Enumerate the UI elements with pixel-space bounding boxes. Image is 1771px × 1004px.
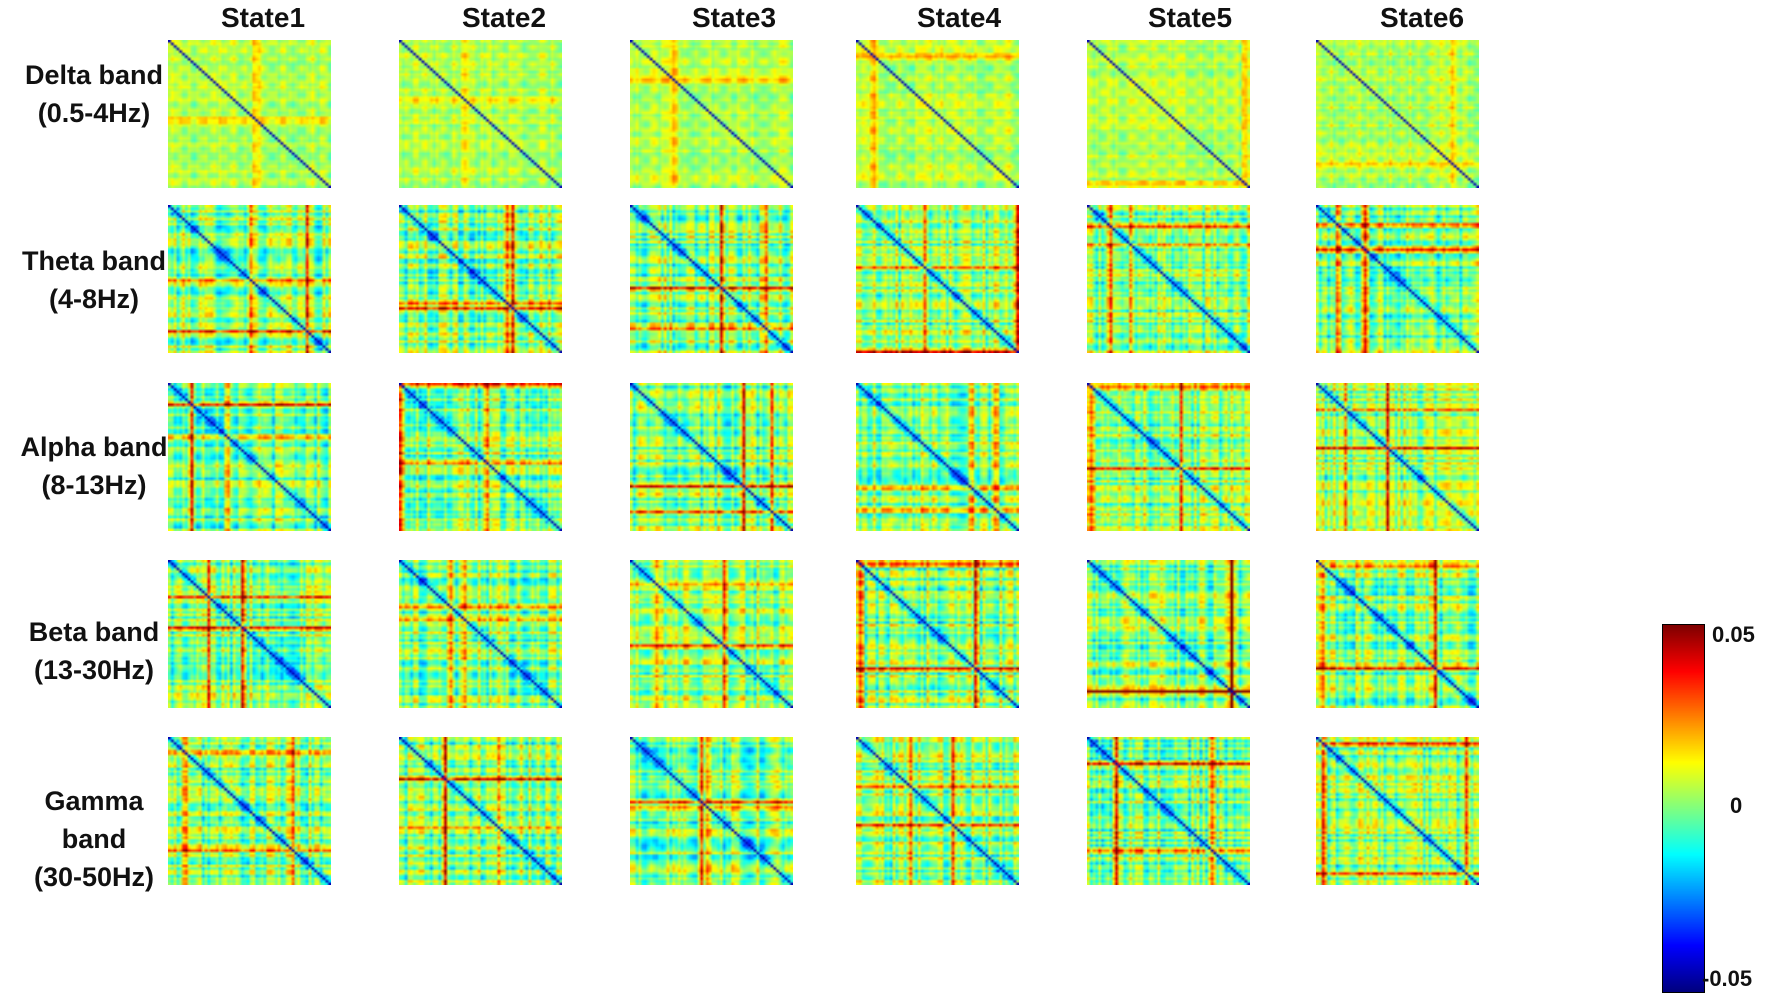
row-label-line: Theta band xyxy=(21,246,166,276)
heatmap-panel xyxy=(856,560,1019,708)
col-title-state1: State1 xyxy=(220,2,306,33)
col-title-state6: State6 xyxy=(1379,2,1465,33)
heatmap-panel xyxy=(1316,560,1479,708)
heatmap-panel xyxy=(630,560,793,708)
row-label-line: (0.5-4Hz) xyxy=(37,98,151,128)
heatmap-panel xyxy=(168,40,331,188)
heatmap-panel xyxy=(1316,40,1479,188)
heatmap-panel xyxy=(1087,40,1250,188)
row-label-line: Delta band xyxy=(24,60,164,90)
colorbar-tick-min: -0.05 xyxy=(1702,966,1753,991)
col-title-state4: State4 xyxy=(916,2,1002,33)
row-label-line: (30-50Hz) xyxy=(33,862,155,892)
heatmap-panel xyxy=(630,205,793,353)
heatmap-panel xyxy=(856,40,1019,188)
heatmap-panel xyxy=(856,205,1019,353)
heatmap-panel xyxy=(1316,205,1479,353)
row-label-gamma: Gamma band (30-50Hz) xyxy=(0,782,188,896)
heatmap-panel xyxy=(1087,383,1250,531)
row-label-line: band xyxy=(61,824,127,854)
heatmap-panel xyxy=(168,560,331,708)
row-label-line: Beta band xyxy=(28,617,160,647)
col-title-state3: State3 xyxy=(691,2,777,33)
row-label-line: Gamma xyxy=(44,786,144,816)
row-label-theta: Theta band (4-8Hz) xyxy=(0,242,188,318)
heatmap-panel xyxy=(399,205,562,353)
heatmap-panel xyxy=(856,737,1019,885)
col-title-state5: State5 xyxy=(1147,2,1233,33)
row-label-line: (4-8Hz) xyxy=(48,284,139,314)
heatmap-panel xyxy=(399,40,562,188)
heatmap-panel xyxy=(168,383,331,531)
row-label-delta: Delta band (0.5-4Hz) xyxy=(0,56,188,132)
heatmap-panel xyxy=(1087,560,1250,708)
row-label-line: Alpha band xyxy=(20,432,168,462)
heatmap-panel xyxy=(630,383,793,531)
row-label-alpha: Alpha band (8-13Hz) xyxy=(0,428,188,504)
heatmap-panel xyxy=(1087,205,1250,353)
heatmap-panel xyxy=(1316,737,1479,885)
heatmap-panel xyxy=(168,737,331,885)
heatmap-panel xyxy=(856,383,1019,531)
colorbar-gradient xyxy=(1663,625,1704,992)
colorbar-tick-zero: 0 xyxy=(1730,793,1743,818)
heatmap-panel xyxy=(630,737,793,885)
heatmap-panel xyxy=(1087,737,1250,885)
heatmap-panel xyxy=(630,40,793,188)
heatmap-panel xyxy=(399,383,562,531)
row-label-line: (8-13Hz) xyxy=(41,470,147,500)
heatmap-panel xyxy=(399,560,562,708)
row-label-line: (13-30Hz) xyxy=(33,655,155,685)
heatmap-panel xyxy=(168,205,331,353)
colorbar xyxy=(1662,624,1705,993)
row-label-beta: Beta band (13-30Hz) xyxy=(0,613,188,689)
heatmap-panel xyxy=(1316,383,1479,531)
heatmap-panel xyxy=(399,737,562,885)
col-title-state2: State2 xyxy=(461,2,547,33)
colorbar-tick-max: 0.05 xyxy=(1712,622,1755,647)
